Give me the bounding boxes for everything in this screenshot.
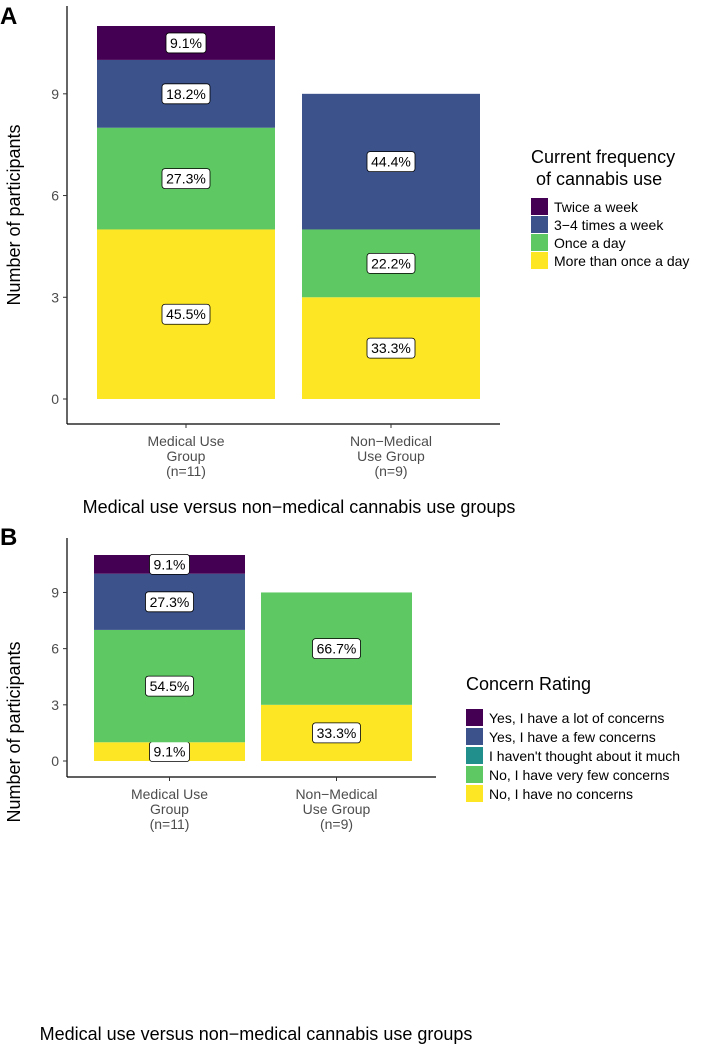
legend-label: Twice a week (554, 199, 639, 215)
data-label: 54.5% (150, 678, 190, 694)
x-axis-title: Medical use versus non−medical cannabis … (83, 497, 516, 517)
legend-swatch (466, 747, 483, 764)
legend-label: No, I have no concerns (489, 786, 633, 802)
x-tick-label: Group (150, 801, 189, 817)
x-tick-label: Non−Medical (350, 433, 432, 449)
data-label-box (312, 722, 361, 744)
data-label: 66.7% (317, 641, 357, 657)
legend-label: Yes, I have a few concerns (489, 729, 656, 745)
data-label: 33.3% (317, 725, 357, 741)
legend-swatch (466, 785, 483, 802)
y-tick-label: 9 (51, 86, 59, 102)
data-label-box (145, 675, 194, 697)
legend-swatch (466, 766, 483, 783)
x-tick-label: (n=9) (374, 463, 407, 479)
y-tick-label: 3 (51, 289, 59, 305)
data-label: 18.2% (166, 86, 206, 102)
legend-swatch (466, 728, 483, 745)
legend-title: Concern Rating (466, 674, 591, 694)
legend-swatch (531, 252, 548, 269)
x-tick-label: (n=11) (150, 816, 190, 832)
legend-label: More than once a day (554, 253, 689, 269)
data-label: 27.3% (150, 594, 190, 610)
data-label-box (366, 151, 416, 173)
legend-title: of cannabis use (531, 169, 662, 189)
x-tick-label: Group (167, 448, 206, 464)
legend-title: Current frequency (531, 147, 675, 167)
legend-swatch (531, 198, 548, 215)
legend-swatch (531, 216, 548, 233)
data-label-box (149, 553, 190, 575)
data-label-box (366, 252, 416, 274)
x-tick-label: Non−Medical (295, 786, 377, 802)
x-tick-label: Use Group (357, 448, 425, 464)
data-label-box (161, 168, 211, 189)
data-label-box (145, 591, 194, 613)
x-axis-title: Medical use versus non−medical cannabis … (40, 1024, 473, 1044)
x-tick-label: Medical Use (147, 433, 224, 449)
data-label-box (161, 303, 211, 325)
data-label: 9.1% (154, 744, 186, 760)
data-label: 33.3% (371, 340, 411, 356)
data-label-box (312, 638, 361, 660)
x-tick-label: Use Group (303, 801, 371, 817)
x-tick-label: (n=9) (320, 816, 353, 832)
legend-label: No, I have very few concerns (489, 767, 670, 783)
data-label: 27.3% (166, 171, 206, 187)
legend-swatch (531, 234, 548, 251)
data-label: 9.1% (170, 35, 202, 51)
y-tick-label: 3 (51, 697, 59, 713)
panel-label: B (0, 524, 17, 551)
legend-label: Yes, I have a lot of concerns (489, 710, 664, 726)
y-tick-label: 6 (51, 641, 59, 657)
chart-panel-a: A 0 3 6 9 45.5% 27.3% 18.2% 9.1% Medical UseGroup… (0, 3, 689, 517)
data-label: 44.4% (371, 154, 411, 170)
legend-swatch (466, 709, 483, 726)
legend-label: Once a day (554, 235, 626, 251)
data-label: 45.5% (166, 306, 206, 322)
data-label-box (165, 32, 207, 54)
data-label-box (161, 83, 211, 105)
panel-label: A (0, 3, 17, 30)
y-tick-label: 0 (51, 753, 59, 769)
x-tick-label: Medical Use (131, 786, 208, 802)
data-label: 9.1% (154, 556, 186, 572)
y-tick-label: 6 (51, 188, 59, 204)
legend-label: 3−4 times a week (554, 217, 664, 233)
data-label: 22.2% (371, 255, 411, 271)
legend-label: I haven't thought about it much (489, 748, 680, 764)
y-tick-label: 0 (51, 391, 59, 407)
x-tick-label: (n=11) (166, 463, 206, 479)
y-axis-title: Number of participants (4, 124, 24, 305)
y-tick-label: 9 (51, 584, 59, 600)
data-label-box (366, 337, 416, 359)
y-axis-title: Number of participants (4, 641, 24, 822)
